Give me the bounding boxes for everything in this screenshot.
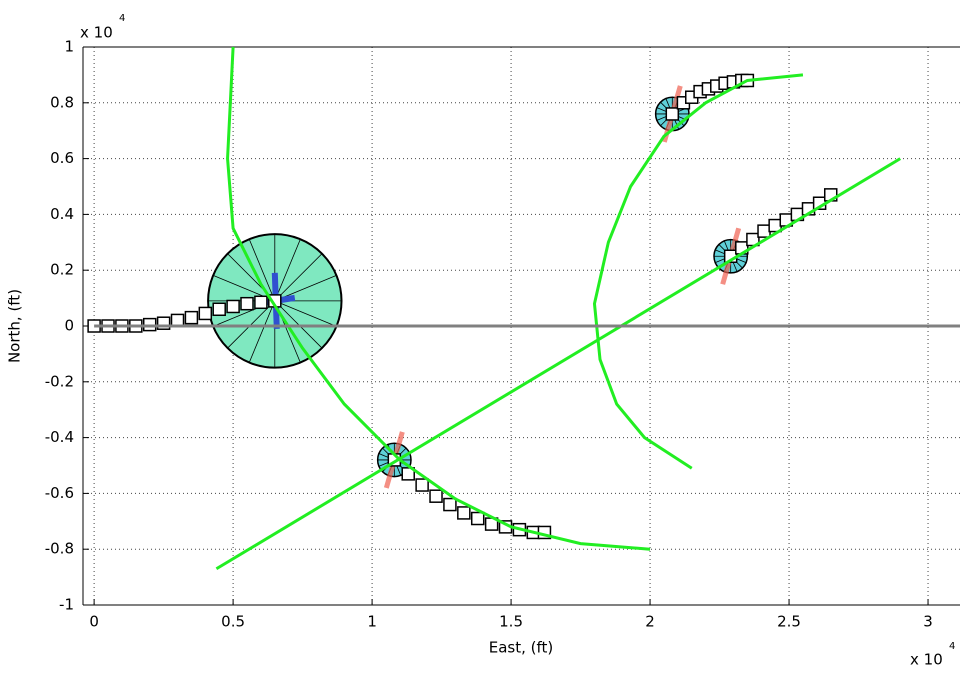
point [401, 467, 415, 481]
y-tick-label: -0.6 [45, 484, 74, 502]
point [212, 302, 226, 317]
line [592, 73, 804, 470]
y-tick-label: -0.4 [45, 428, 74, 446]
point [226, 299, 240, 314]
x-multiplier: x 10 [910, 651, 943, 669]
y-tick-label: -0.2 [45, 372, 74, 390]
y-exponent: 4 [119, 13, 125, 24]
y-tick-label: 0.4 [50, 205, 74, 223]
y-tick-label: 0 [64, 317, 74, 335]
point [240, 296, 254, 311]
x-tick-label: 0.5 [221, 613, 245, 631]
y-axis-label: North, (ft) [6, 289, 24, 363]
point [443, 497, 457, 512]
y-tick-label: 0.8 [50, 93, 74, 111]
x-exponent: 4 [949, 641, 955, 652]
sphere-facet [274, 300, 323, 349]
sphere-facet [248, 239, 276, 302]
x-axis-label: East, (ft) [489, 639, 554, 657]
point [415, 478, 429, 492]
point [665, 107, 680, 121]
x-tick-label: 2 [645, 613, 655, 631]
point [429, 489, 443, 503]
point [457, 506, 471, 520]
sphere-facet [248, 300, 276, 363]
line [226, 46, 651, 551]
y-tick-label: -0.8 [45, 540, 74, 558]
point [470, 511, 485, 526]
x-tick-label: 0 [89, 613, 99, 631]
x-tick-label: 2.5 [777, 613, 801, 631]
sphere-facet [274, 300, 337, 327]
x-tick-label: 1 [367, 613, 377, 631]
line [215, 157, 902, 571]
sphere-facet [274, 239, 301, 302]
y-tick-label: -1 [59, 596, 74, 614]
y-tick-label: 1 [64, 38, 74, 56]
y-tick-label: 0.2 [50, 261, 74, 279]
point [254, 295, 268, 310]
y-multiplier: x 10 [80, 24, 113, 42]
y-tick-label: 0.6 [50, 149, 74, 167]
sphere-facet [274, 253, 323, 302]
x-tick-label: 3 [923, 613, 933, 631]
point [198, 306, 213, 321]
point [184, 310, 199, 325]
x-tick-label: 1.5 [499, 613, 523, 631]
point [757, 224, 771, 238]
